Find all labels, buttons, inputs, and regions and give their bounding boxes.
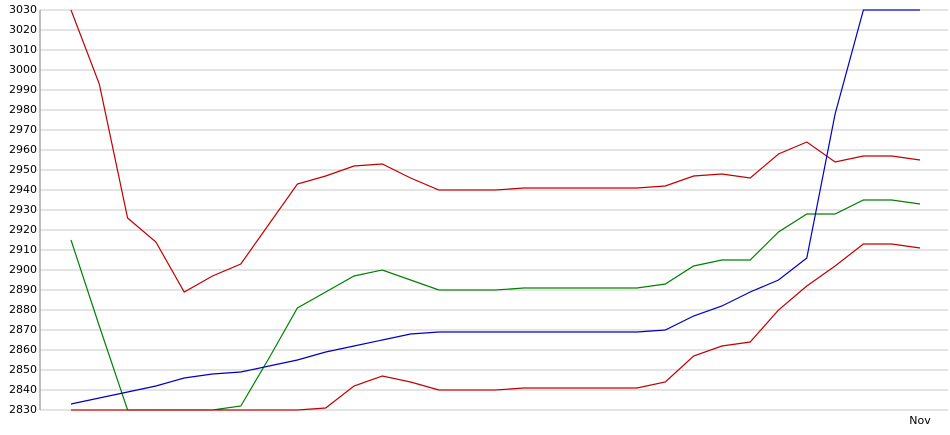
series-line	[70, 9, 921, 293]
y-tick-label: 2910	[9, 243, 37, 256]
y-tick-label: 2870	[9, 323, 37, 336]
y-tick-label: 2830	[9, 403, 37, 416]
y-tick-label: 2960	[9, 143, 37, 156]
series-line	[70, 199, 921, 411]
y-tick-label: 2930	[9, 203, 37, 216]
y-tick-label: 2940	[9, 183, 37, 196]
y-tick-label: 3020	[9, 23, 37, 36]
y-tick-label: 2900	[9, 263, 37, 276]
y-tick-label: 2850	[9, 363, 37, 376]
y-tick-label: 2920	[9, 223, 37, 236]
y-tick-label: 2990	[9, 83, 37, 96]
y-tick-label: 2860	[9, 343, 37, 356]
y-tick-label: 2840	[9, 383, 37, 396]
y-tick-label: 2950	[9, 163, 37, 176]
y-tick-label: 3000	[9, 63, 37, 76]
y-tick-label: 3030	[9, 3, 37, 16]
y-tick-label: 2970	[9, 123, 37, 136]
y-tick-label: 2880	[9, 303, 37, 316]
y-tick-label: 3010	[9, 43, 37, 56]
series-line	[71, 243, 921, 411]
y-tick-label: 2890	[9, 283, 37, 296]
y-tick-label: 2980	[9, 103, 37, 116]
series-line	[70, 9, 920, 405]
x-tick-label: Nov	[909, 414, 931, 427]
